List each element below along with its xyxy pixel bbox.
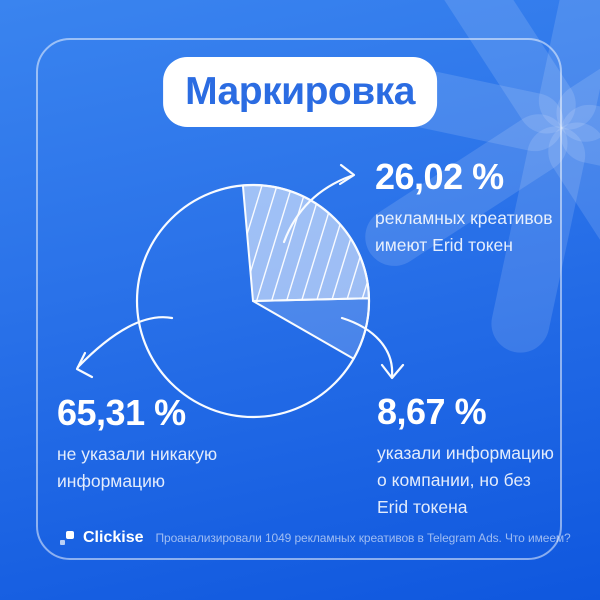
callout-erid-label: рекламных креативов имеют Erid токен [375, 207, 553, 255]
footer: Clickise Проанализировали 1049 рекламных… [60, 529, 571, 547]
footer-note: Проанализировали 1049 рекламных креативо… [155, 531, 571, 545]
callout-partial-percent: 8,67 % [377, 391, 487, 432]
callout-partial-label: указали информацию о компании, но без Er… [377, 442, 554, 518]
brand-name: Clickise [83, 529, 144, 546]
callout-none-percent: 65,31 % [57, 392, 186, 433]
callout-erid: 26,02 % рекламных креативов имеют Erid т… [375, 158, 553, 259]
callout-none: 65,31 % не указали никакую информацию [57, 394, 217, 495]
page-title: Маркировка [185, 70, 415, 113]
clickise-logo-icon [60, 531, 74, 545]
callout-erid-percent: 26,02 % [375, 156, 504, 197]
callout-partial: 8,67 % указали информацию о компании, но… [377, 393, 554, 521]
callout-none-label: не указали никакую информацию [57, 443, 218, 491]
page-title-pill: Маркировка [163, 57, 437, 127]
card-border [36, 38, 562, 560]
